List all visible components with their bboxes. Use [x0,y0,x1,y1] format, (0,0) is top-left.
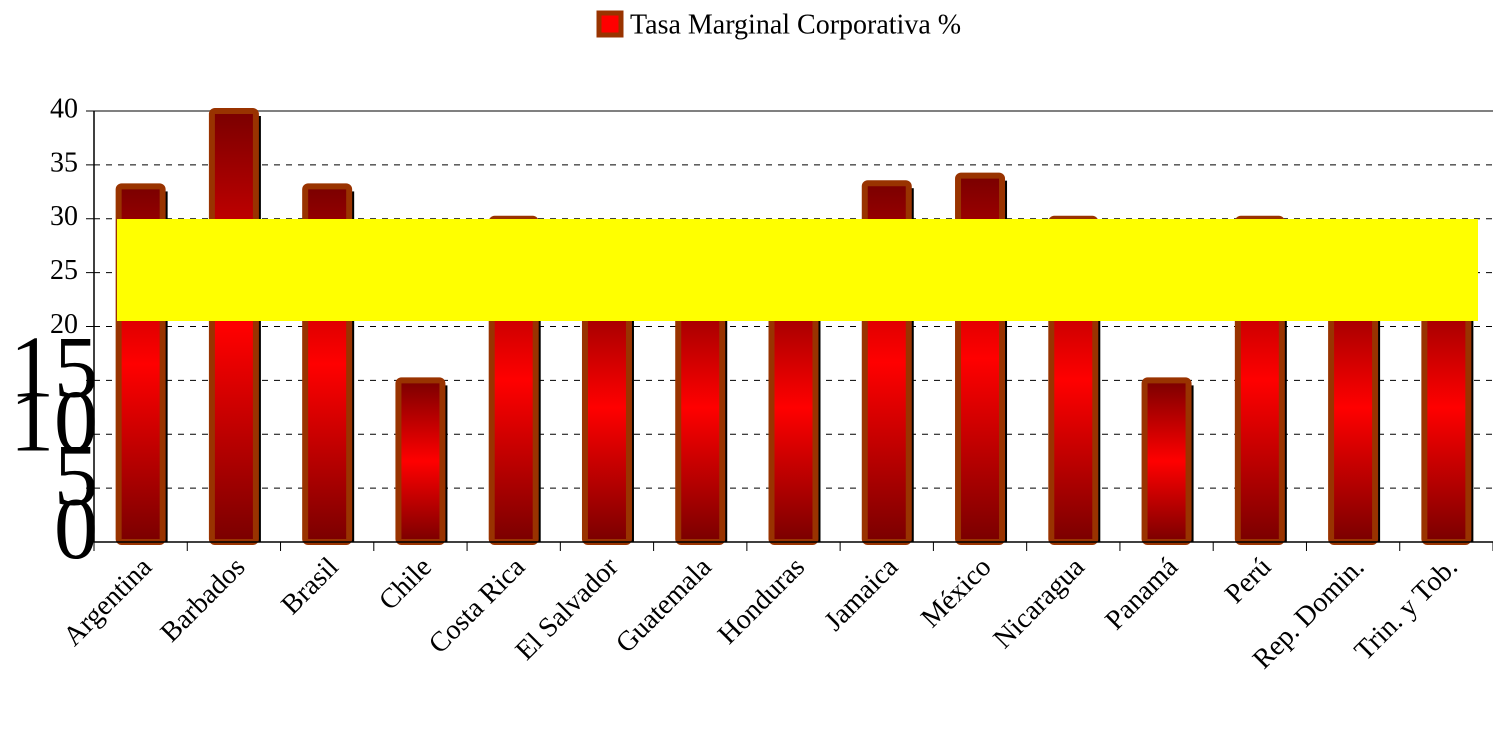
x-tick-label: Brasil [275,551,344,620]
bar [208,108,259,545]
y-tick-label: 35 [50,147,78,178]
bars [115,108,1474,546]
y-tick-label: 30 [50,201,78,232]
axes [86,110,1493,551]
y-tick-label: 40 [50,93,78,124]
legend-label: Tasa Marginal Corporativa % [630,9,961,40]
x-tick-label: Barbados [155,552,252,649]
y-tick-label: 5 [54,427,98,524]
y-tick-label: 0 [54,481,98,578]
x-tick-label: Nicaragua [988,551,1092,655]
x-tick-label: Perú [1219,552,1277,610]
bar [395,377,446,545]
y-tick-label: 10 [10,373,98,470]
y-tick-label: 15 [10,320,98,417]
legend-swatch [596,10,624,38]
highlight-band [117,219,1478,321]
x-tick-label: Jamaica [819,551,905,637]
x-tick-label: Trin. y Tob. [1349,552,1464,667]
bar [1141,377,1192,545]
y-tick-label: 20 [50,309,78,340]
x-tick-label: Honduras [712,552,811,651]
x-tick-label: Panamá [1099,551,1184,636]
legend: Tasa Marginal Corporativa % [596,9,961,40]
x-tick-label: México [915,552,997,634]
y-tick-label: 25 [50,255,78,286]
x-tick-label: El Salvador [510,551,625,666]
x-tick-label: Chile [373,552,438,617]
x-tick-label: Guatemala [610,551,718,659]
